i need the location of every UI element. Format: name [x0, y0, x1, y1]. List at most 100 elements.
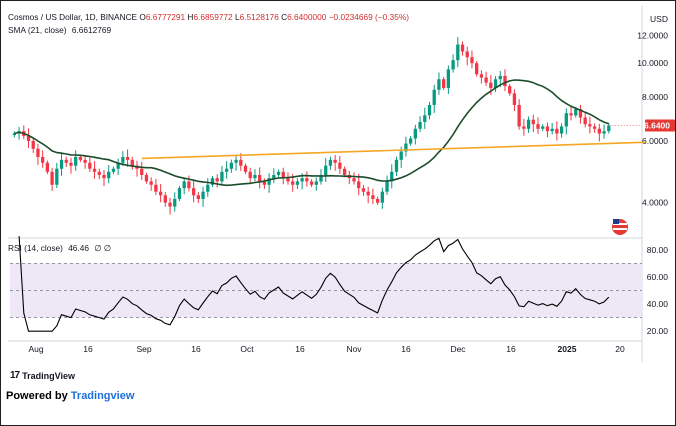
candle-body	[267, 178, 271, 185]
candle-body	[281, 171, 285, 179]
candle-body	[69, 162, 73, 166]
candle-body	[121, 157, 125, 163]
candle-body	[394, 159, 399, 172]
candle-body	[59, 159, 64, 169]
candle-body	[597, 128, 601, 134]
candle-body	[559, 126, 564, 134]
candle-body	[149, 181, 153, 185]
rsi-tick-label: 40.00	[647, 299, 669, 309]
candle-body	[201, 191, 205, 199]
time-tick-label: Dec	[450, 344, 466, 354]
candle-body	[446, 69, 451, 88]
candle-body	[291, 181, 295, 185]
candle-body	[210, 178, 215, 185]
time-tick-label: 16	[191, 344, 201, 354]
rsi-tick-label: 60.00	[647, 272, 669, 282]
ohlc-key-o: O	[139, 12, 146, 22]
candle-body	[177, 188, 182, 199]
candle-body	[309, 181, 314, 185]
candle-body	[163, 195, 167, 203]
candle-body	[427, 104, 432, 116]
candle-body	[97, 171, 101, 175]
price-tick-label: 10.0000	[637, 58, 668, 68]
candle-body	[78, 157, 83, 160]
last-price-label: 6.6400	[644, 121, 670, 131]
candle-body	[319, 174, 323, 182]
candle-body	[371, 195, 375, 199]
price-tick-label: 6.0000	[642, 136, 668, 146]
time-tick-label: 16	[401, 344, 411, 354]
candle-body	[541, 126, 545, 129]
time-tick-label: 20	[615, 344, 625, 354]
candle-body	[31, 140, 35, 149]
ohlc-value-h: 6.6859772	[193, 12, 233, 22]
price-tick-label: 12.0000	[637, 30, 668, 40]
candle-body	[432, 89, 436, 105]
candle-body	[215, 178, 219, 182]
candle-body	[423, 115, 427, 122]
candle-body	[578, 109, 583, 118]
candle-body	[314, 181, 318, 185]
candle-body	[154, 184, 158, 192]
candle-body	[55, 168, 59, 185]
candle-body	[489, 82, 493, 88]
candle-body	[300, 178, 304, 182]
candle-body	[375, 198, 380, 203]
chart-canvas[interactable]: USD 12.0000 10.0000 8.0000 6.0000 4.0000 Aug 16…	[0, 0, 676, 385]
candle-body	[574, 109, 578, 116]
candle-body	[258, 174, 262, 182]
candle-body	[526, 119, 531, 129]
candle-body	[475, 63, 479, 75]
rsi-label: RSI (14, close)	[8, 243, 63, 253]
tradingview-logo[interactable]: 17 TradingView	[10, 370, 75, 381]
candle-body	[470, 57, 474, 64]
rsi-extra: ∅ ∅	[94, 243, 112, 253]
candle-body	[512, 93, 517, 105]
candle-body	[248, 171, 252, 179]
candle-body	[357, 181, 361, 189]
sma-label: SMA (21, close)	[8, 25, 67, 35]
candle-body	[550, 128, 554, 132]
candle-body	[50, 171, 54, 185]
candle-body	[338, 162, 342, 169]
candle-body	[508, 86, 512, 94]
time-tick-label: Aug	[28, 344, 43, 354]
candle-body	[64, 159, 68, 163]
candle-body	[144, 174, 149, 182]
rsi-line	[18, 236, 610, 332]
rsi-tick-label: 20.00	[647, 326, 669, 336]
candle-body	[74, 157, 78, 166]
powered-brand-link[interactable]: Tradingview	[70, 390, 135, 402]
symbol-title: Cosmos / US Dollar, 1D, BINANCE	[8, 12, 138, 22]
candle-body	[442, 79, 446, 88]
candle-body	[592, 126, 597, 129]
price-tick-label: 8.0000	[642, 92, 668, 102]
candle-body	[418, 121, 422, 129]
candle-body	[583, 117, 587, 125]
candle-body	[324, 165, 328, 175]
candle-body	[196, 195, 200, 199]
tradingview-chart[interactable]: USD 12.0000 10.0000 8.0000 6.0000 4.0000 Aug 16…	[0, 0, 676, 385]
sma-value: 6.6612769	[71, 25, 112, 35]
candle-body	[125, 157, 130, 160]
candle-body	[107, 171, 111, 179]
candle-body	[140, 168, 144, 175]
time-tick-label: Nov	[346, 344, 362, 354]
candle-body	[564, 113, 568, 127]
candle-body	[460, 44, 465, 52]
candle-body	[168, 202, 172, 207]
candle-body	[361, 188, 366, 192]
candle-body	[479, 74, 484, 78]
candle-body	[191, 188, 196, 196]
candle-body	[484, 77, 488, 83]
candle-body	[602, 131, 606, 134]
candle-body	[536, 124, 540, 129]
candle-body	[503, 75, 507, 87]
change-value: −0.0234669 (−0.35%)	[328, 12, 409, 22]
rsi-band	[10, 263, 642, 318]
candle-body	[182, 181, 186, 189]
candle-body	[220, 171, 224, 182]
ohlc-key-c: C	[278, 12, 288, 22]
event-flag-stripe	[613, 223, 627, 225]
candle-body	[413, 128, 418, 139]
